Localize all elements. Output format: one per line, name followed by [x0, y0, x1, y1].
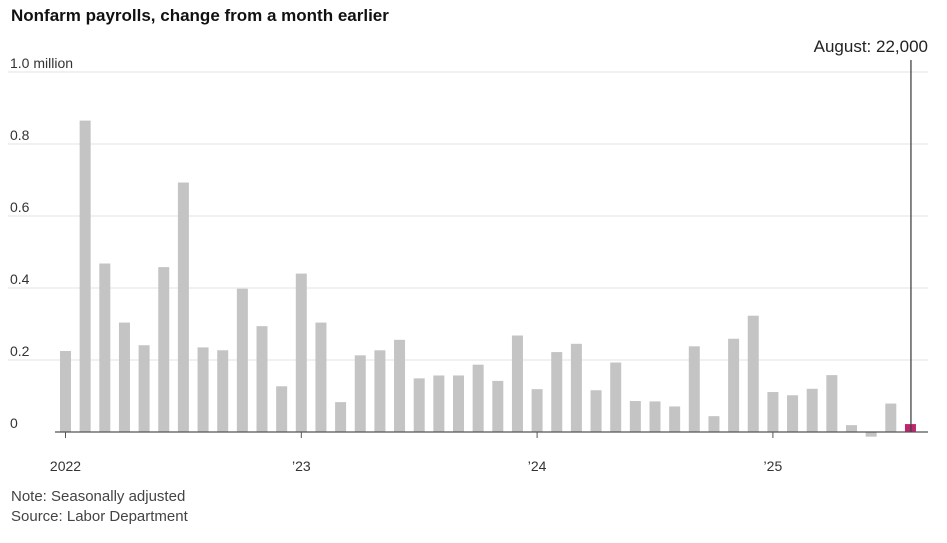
bar — [728, 338, 740, 432]
gridlines — [8, 71, 928, 361]
bar — [335, 402, 347, 432]
bar — [374, 350, 386, 432]
bar — [826, 375, 838, 432]
bar — [649, 401, 661, 432]
bar-chart: 1.0 million 0.8 0.6 0.4 0.2 0 2022 ’23 ’24 ’25 Aug… — [8, 37, 928, 474]
y-tick-label: 1.0 million — [10, 55, 73, 71]
x-tick-label: 2022 — [50, 458, 81, 474]
bar — [256, 326, 268, 432]
bars — [60, 120, 916, 437]
bar — [354, 355, 366, 432]
bar — [453, 375, 464, 432]
axes — [55, 60, 928, 438]
chart-notes: Note: Seasonally adjusted Source: Labor … — [11, 487, 188, 527]
bar — [60, 351, 71, 432]
bar — [511, 335, 523, 432]
x-tick-label: ’25 — [764, 458, 783, 474]
bar — [394, 339, 406, 432]
chart-title: Nonfarm payrolls, change from a month ea… — [11, 6, 389, 25]
bar — [846, 425, 857, 432]
bar — [570, 343, 582, 432]
bar — [629, 401, 641, 432]
bar — [669, 406, 681, 432]
chart-source: Source: Labor Department — [11, 508, 188, 525]
bar — [118, 322, 130, 432]
bar — [295, 273, 307, 432]
bar — [531, 389, 543, 432]
bar — [177, 182, 189, 432]
x-tick-label: ’23 — [292, 458, 311, 474]
bar — [197, 347, 209, 432]
bar — [708, 416, 720, 432]
bar — [885, 403, 897, 432]
y-tick-label: 0.8 — [10, 127, 30, 143]
bar — [433, 375, 445, 432]
bar — [315, 322, 327, 432]
bar — [492, 380, 504, 432]
y-tick-label: 0.2 — [10, 343, 30, 359]
bar — [590, 390, 602, 432]
chart-note: Note: Seasonally adjusted — [11, 488, 186, 505]
y-tick-label: 0.4 — [10, 271, 30, 287]
bar — [787, 395, 799, 432]
tick-labels: 1.0 million 0.8 0.6 0.4 0.2 0 2022 ’23 ’24 ’25 Aug… — [10, 37, 928, 474]
bar — [610, 362, 622, 432]
bar — [158, 267, 170, 432]
bar — [236, 288, 248, 432]
bar — [472, 364, 484, 432]
annotation-label: August: 22,000 — [814, 37, 928, 56]
bar — [217, 350, 229, 432]
bar — [688, 346, 700, 432]
bar — [79, 120, 91, 432]
y-tick-label: 0 — [10, 415, 18, 431]
bar — [865, 432, 877, 437]
bar — [806, 388, 818, 432]
bar — [413, 378, 425, 432]
y-tick-label: 0.6 — [10, 199, 30, 215]
x-tick-label: ’24 — [528, 458, 547, 474]
bar — [138, 345, 150, 432]
bar — [551, 352, 563, 432]
bar — [99, 263, 111, 432]
bar — [276, 386, 288, 432]
bar — [767, 392, 779, 432]
bar — [747, 315, 759, 432]
